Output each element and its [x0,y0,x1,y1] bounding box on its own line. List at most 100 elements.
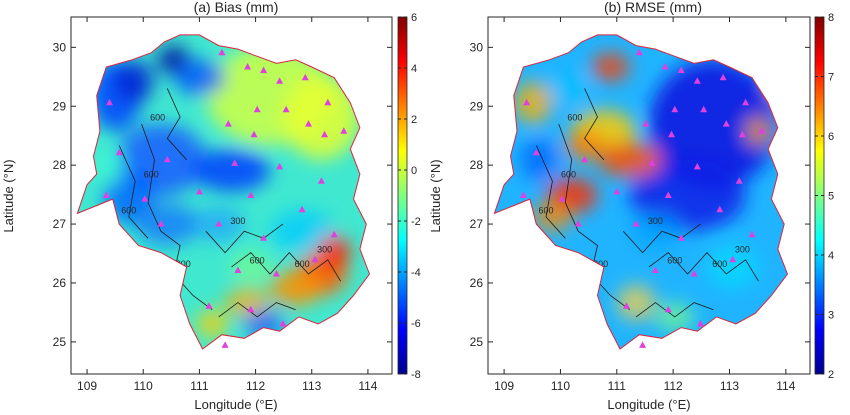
x-tick-label: 111 [190,379,209,393]
field-patch [745,116,772,146]
station-marker [632,220,640,227]
colorbar-tick-label: 5 [828,191,834,203]
station-marker [298,205,306,213]
station-marker [244,63,252,70]
station-marker [722,120,730,127]
contour-label: 600 [538,205,553,215]
colorbar-tick-label: 6 [828,131,834,143]
contour-label: 600 [667,255,682,265]
contour-label: 600 [144,170,159,180]
station-marker [282,105,290,113]
station-marker [729,255,737,263]
colorbar-rmse: 8 7 6 5 4 3 2 [814,12,834,381]
station-marker [748,230,756,238]
station-marker [157,220,165,227]
field-patch [597,141,662,178]
colorbar-tick-label: 7 [828,72,834,84]
station-marker [276,77,284,84]
y-axis-label-rmse: Latitude (°N) [428,159,443,232]
contour-line [231,252,341,282]
station-marker [231,159,239,166]
field-patch [244,309,283,339]
station-marker [163,155,171,163]
field-patch [629,159,746,232]
field-patch [115,59,155,103]
x-tick-label: 112 [246,379,265,393]
contour-line [635,302,714,318]
station-marker [664,305,672,313]
axes-frame-bias [70,16,393,375]
contour-line [166,88,187,161]
field-surface: 600 600 600 600 300 600 300 300 [77,34,370,350]
station-marker [260,66,268,73]
field-patch [225,288,271,317]
x-tick-label: 114 [776,379,795,393]
contour-label: 600 [712,259,727,269]
contour-line [558,123,630,311]
colorbar-tick-label: -8 [411,369,421,381]
field-patch [706,245,759,289]
station-marker [742,98,750,106]
station-marker [574,220,582,227]
colorbar-tick-label: 6 [411,12,417,24]
x-tick-label: 109 [494,379,514,393]
station-marker [218,48,226,56]
station-marker [224,120,232,127]
axis-ticks-rmse: 109 110 111 112 113 114 25 26 27 28 29 30 [470,17,810,393]
station-marker [340,127,348,134]
contour-label: 600 [150,113,165,123]
station-marker [623,302,630,309]
y-tick-label: 26 [470,276,484,290]
colorbar-tick-label: 3 [828,310,834,322]
station-marker [613,187,621,195]
contour-line [584,88,605,161]
colorbar-tick-label: 0 [411,165,417,177]
colorbar-tick-label: -4 [411,267,421,279]
station-marker [639,341,647,348]
colorbar-tick-label: 8 [828,12,834,24]
field-patch [629,213,682,250]
x-tick-label: 112 [664,379,683,393]
station-marker [195,187,203,195]
x-tick-label: 114 [358,379,377,393]
station-marker [700,105,708,113]
station-marker [330,230,338,238]
y-tick-label: 30 [53,40,67,54]
station-marker [260,234,268,241]
x-axis-label-rmse: Longitude (°E) [607,397,690,412]
station-marker [279,320,287,327]
station-marker [272,270,280,277]
colorbar-tick-label: 2 [411,114,417,126]
heatmap-rmse: 600 600 600 600 300 600 300 300 [493,34,789,350]
station-marker [581,155,589,163]
contour-label: 600 [567,113,582,123]
contour-line [622,223,701,254]
field-patch [768,74,788,103]
station-marker [215,220,223,227]
field-patch [549,70,588,107]
station-marker [311,255,319,263]
colorbar-tick-label: -6 [411,318,421,330]
station-marker [677,234,685,241]
x-tick-label: 110 [551,379,570,393]
field-patch [173,59,226,96]
contour-line [535,145,566,239]
field-patch [282,74,360,160]
x-tick-label: 113 [302,379,321,393]
station-marker [102,191,110,198]
station-marker [693,162,701,170]
contour-line [118,145,149,239]
y-tick-label: 30 [470,40,484,54]
colorbar-tick-label: 4 [411,63,417,75]
y-tick-label: 26 [53,276,67,290]
contour-label: 300 [735,245,750,255]
panel-title-bias: (a) Bias (mm) [194,0,279,15]
colorbar-bias: 6 4 2 0 -2 -4 -6 -8 [397,12,421,381]
station-marker [523,98,531,106]
contour-label: 600 [250,255,265,265]
station-marker [321,130,329,138]
province-boundary [493,34,789,350]
station-marker [677,66,685,73]
y-tick-label: 29 [470,99,484,113]
